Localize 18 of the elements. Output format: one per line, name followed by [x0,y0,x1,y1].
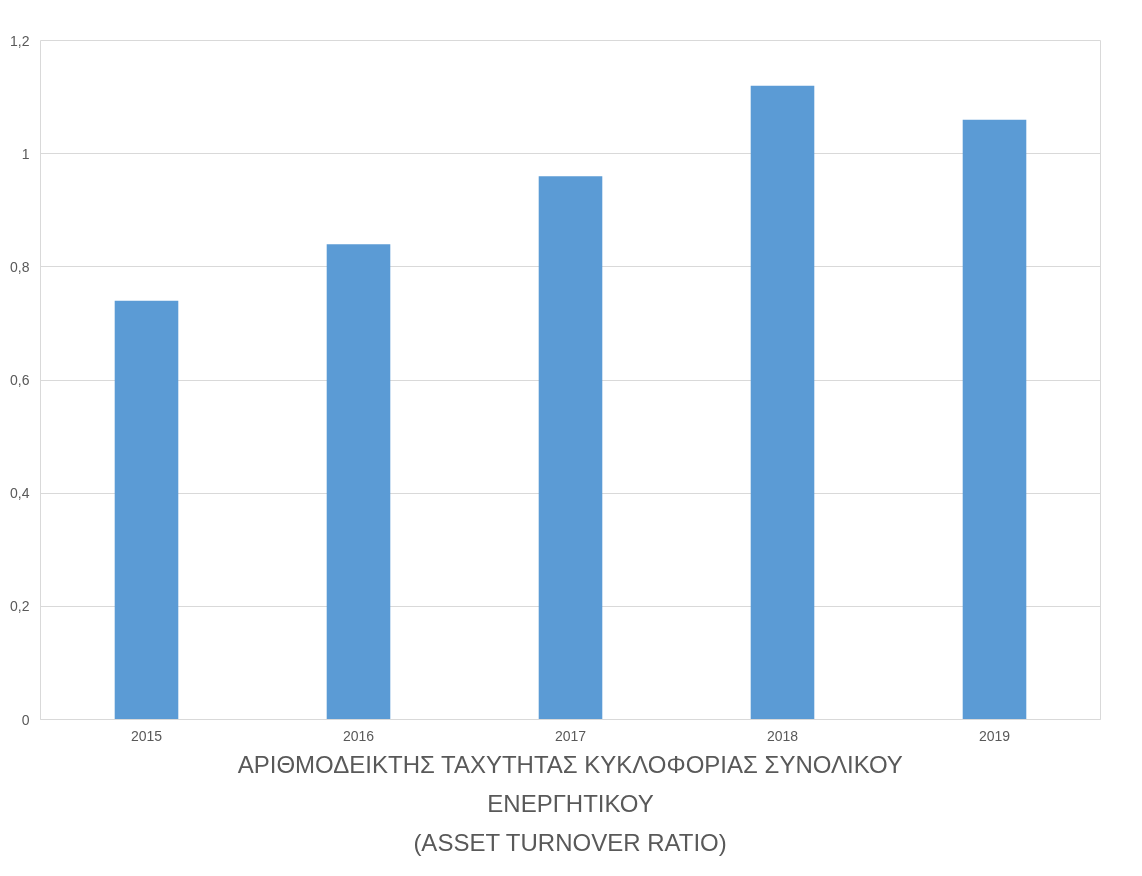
x-tick-label: 2017 [554,727,587,744]
y-tick-label: 1,2 [10,32,30,49]
bar [538,176,603,720]
bar [326,244,391,720]
x-tick-label: 2015 [130,727,163,744]
x-tick-label: 2018 [766,727,799,744]
y-tick-label: 0 [21,711,30,728]
y-tick-label: 0,4 [10,485,30,502]
y-tick-label: 0,8 [10,258,30,275]
bar [750,85,815,720]
x-tick-label: 2016 [342,727,375,744]
y-tick-label: 0,2 [10,598,30,615]
y-tick-label: 1 [21,145,30,162]
y-tick-label: 0,6 [10,372,30,388]
text: ΑΡΙΘΜΟΔΕΙΚΤΗΣ ΤΑΧΥΤΗΤΑΣ ΚΥΚΛΟΦΟΡΙΑΣ ΣΥΝΟΛΙΚΟΥ ΕΝΕΡΓΗΤΙΚΟΥ (ASSET TURNOVER RATIO) [237,750,903,856]
x-tick-label: 2019 [978,727,1011,744]
bar [114,300,179,720]
bar [962,119,1027,720]
